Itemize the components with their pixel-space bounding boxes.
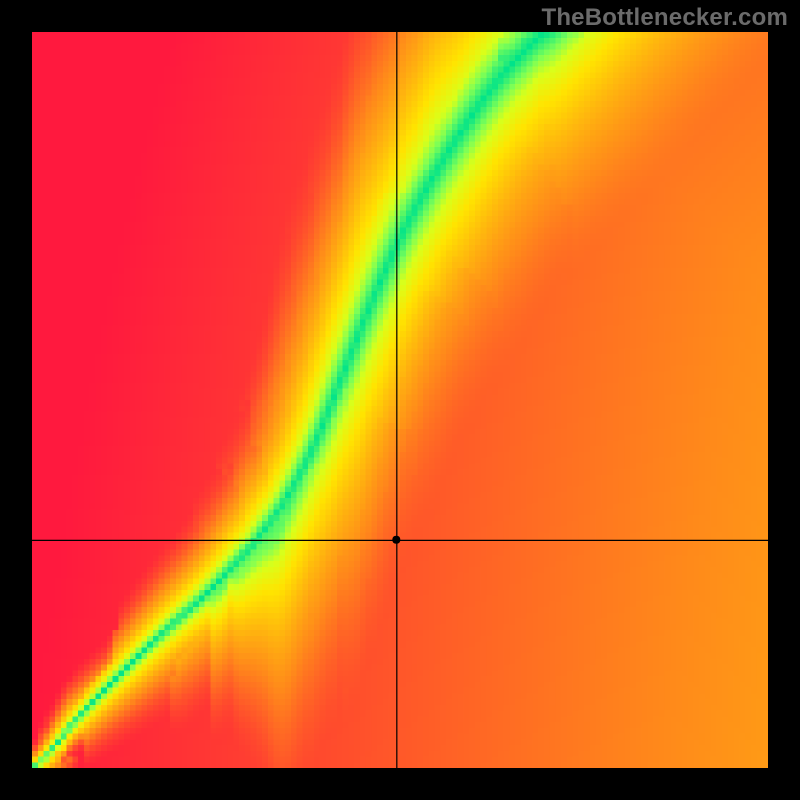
chart-frame: TheBottlenecker.com — [0, 0, 800, 800]
overlay-canvas — [0, 0, 800, 800]
watermark-text: TheBottlenecker.com — [541, 4, 788, 32]
